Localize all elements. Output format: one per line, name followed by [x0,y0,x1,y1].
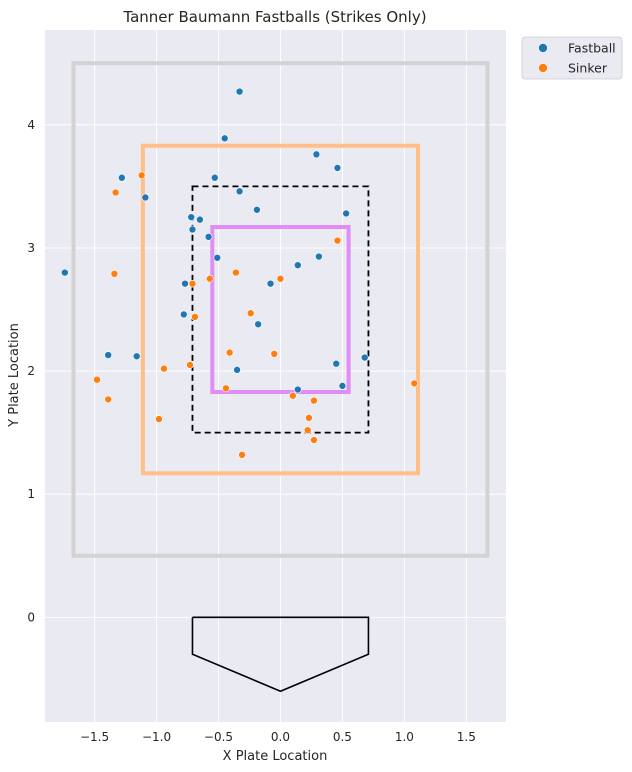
point-sinker [222,384,230,393]
point-fastball [253,205,261,214]
legend-marker-fastball [538,43,548,53]
point-sinker [104,395,113,404]
y-tick-labels: 0 1 2 3 4 [27,118,35,625]
x-tick-label: 1.5 [457,730,476,744]
shadow-zone-box [140,143,421,476]
point-fastball [181,279,189,288]
y-tick-label: 4 [27,118,35,132]
y-tick-label: 2 [27,364,35,378]
point-fastball [235,187,244,196]
point-sinker [160,364,168,373]
point-sinker [310,436,318,444]
point-fastball [61,268,69,277]
y-tick-label: 0 [27,610,35,624]
point-sinker [270,350,279,358]
x-tick-labels: −1.5 −1.0 −0.5 0.0 0.5 1.0 1.5 [80,730,476,744]
x-tick-label: 1.0 [395,730,414,744]
point-sinker [155,415,163,423]
x-tick-label: 0.5 [333,730,352,744]
point-fastball [179,310,188,319]
point-fastball [342,209,350,218]
point-fastball [213,253,222,262]
home-plate-outline [191,616,370,693]
point-fastball [254,320,262,329]
point-sinker [110,270,119,278]
point-fastball [220,134,229,143]
point-sinker [333,236,342,245]
point-sinker [186,361,194,369]
x-axis-label: X Plate Location [223,749,328,764]
x-tick-label: −0.5 [204,730,233,744]
legend-label-sinker: Sinker [568,61,608,76]
point-sinker [191,313,199,321]
point-sinker [137,171,146,180]
point-sinker [111,188,120,197]
legend: Fastball Sinker [521,36,623,80]
point-fastball [332,359,341,368]
data-points [61,87,419,459]
point-sinker [93,375,101,384]
y-tick-label: 1 [27,487,35,501]
plot-background [45,30,506,722]
point-fastball [315,252,323,261]
y-axis-label: Y Plate Location [7,323,22,428]
zone-boxes [71,61,490,558]
point-fastball [235,87,244,96]
point-sinker [225,348,234,357]
x-tick-label: 0.0 [271,730,290,744]
point-fastball [294,385,302,394]
point-fastball [196,215,204,224]
point-sinker [305,414,313,422]
point-fastball [360,353,369,362]
point-fastball [132,352,141,361]
point-sinker [410,379,419,388]
strike-zone-box [191,185,370,434]
point-fastball [188,225,197,234]
point-fastball [312,150,321,159]
heart-zone-box [210,225,351,395]
point-sinker [188,279,197,288]
point-fastball [233,366,241,374]
legend-label-fastball: Fastball [568,41,616,56]
point-sinker [246,309,255,318]
point-fastball [266,279,275,288]
point-fastball [118,173,126,182]
point-fastball [104,351,113,359]
chart-title: Tanner Baumann Fastballs (Strikes Only) [122,8,426,26]
point-fastball [294,261,302,269]
point-sinker [303,426,312,434]
point-sinker [276,274,285,283]
point-fastball [210,173,219,182]
point-sinker [289,391,297,400]
point-fastball [338,382,347,390]
point-sinker [206,274,214,283]
point-sinker [238,451,246,459]
point-sinker [310,396,318,405]
home-plate [191,616,370,693]
point-sinker [232,268,240,277]
x-tick-label: −1.5 [80,730,109,744]
y-tick-label: 3 [27,241,35,255]
x-tick-label: −1.0 [142,730,171,744]
point-fastball [187,213,196,221]
point-fastball [204,233,213,241]
legend-marker-sinker [538,63,548,73]
point-fastball [333,164,342,172]
outer-zone-box [71,61,490,558]
point-fastball [141,193,150,202]
